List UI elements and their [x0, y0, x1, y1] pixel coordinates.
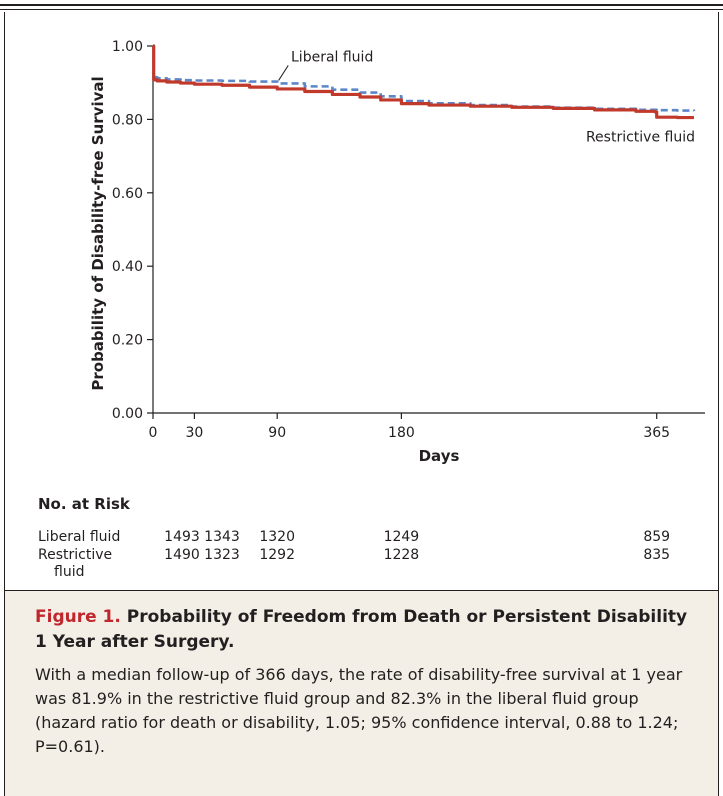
caption-label: Figure 1. [35, 607, 121, 627]
restrictive-fluid-label: Restrictive fluid [586, 129, 695, 145]
survival-chart: 0.00 0.20 0.40 0.60 0.80 1.00 0 30 90 180 365 Days P… [89, 39, 705, 465]
chart-panel: 0.00 0.20 0.40 0.60 0.80 1.00 0 30 90 180 365 Days P… [4, 12, 719, 591]
risk-row-label: Restrictive [38, 547, 113, 563]
caption-title-text: Probability of Freedom from Death or Per… [35, 607, 688, 652]
risk-cell: 1292 [259, 547, 295, 563]
x-tick-label: 365 [643, 425, 670, 441]
chart-annotations: Liberal fluid Restrictive fluid [278, 49, 695, 145]
risk-cell: 1249 [383, 529, 420, 545]
caption-body: With a median follow-up of 366 days, the… [35, 665, 683, 756]
series-line-liberal [152, 44, 696, 112]
chart-axes: 0.00 0.20 0.40 0.60 0.80 1.00 0 30 90 180 365 Days P… [89, 39, 705, 465]
risk-table-title: No. at Risk [38, 495, 130, 513]
top-rule [0, 4, 723, 6]
risk-cell: 1323 [204, 547, 240, 563]
risk-cell: 1493 [164, 529, 200, 545]
risk-row-label: Liberal fluid [38, 529, 121, 545]
y-tick-label: 0.80 [112, 112, 143, 128]
figure-caption: Figure 1. Probability of Freedom from De… [4, 591, 719, 796]
series-line-restrictive [152, 44, 694, 120]
caption-title: Figure 1. Probability of Freedom from De… [35, 605, 688, 655]
risk-cell: 835 [643, 547, 671, 563]
y-tick-label: 1.00 [112, 39, 143, 55]
risk-cell: 1490 [164, 547, 200, 563]
x-tick-label: 90 [268, 425, 286, 441]
x-tick-label: 0 [149, 425, 158, 441]
liberal-fluid-label: Liberal fluid [291, 49, 373, 65]
risk-cell: 1343 [204, 529, 240, 545]
x-axis-label: Days [419, 447, 460, 465]
y-axis-label: Probability of Disability-free Survival [89, 76, 107, 390]
risk-table: No. at Risk Liberal fluid 1493 1343 1320 124… [38, 495, 718, 595]
risk-cell: 1320 [259, 529, 295, 545]
x-tick-label: 30 [185, 425, 203, 441]
y-tick-label: 0.20 [112, 333, 143, 349]
x-tick-label: 180 [388, 425, 415, 441]
y-tick-label: 0.40 [112, 259, 143, 275]
risk-cell: 1228 [383, 547, 420, 563]
liberal-label-leader [278, 65, 289, 81]
top-rule-thin [0, 9, 723, 10]
risk-row-label-cont: fluid [54, 564, 85, 580]
chart-series-layer [152, 44, 696, 120]
y-tick-label: 0.00 [112, 406, 143, 422]
risk-cell: 859 [643, 529, 671, 545]
y-tick-label: 0.60 [112, 186, 143, 202]
